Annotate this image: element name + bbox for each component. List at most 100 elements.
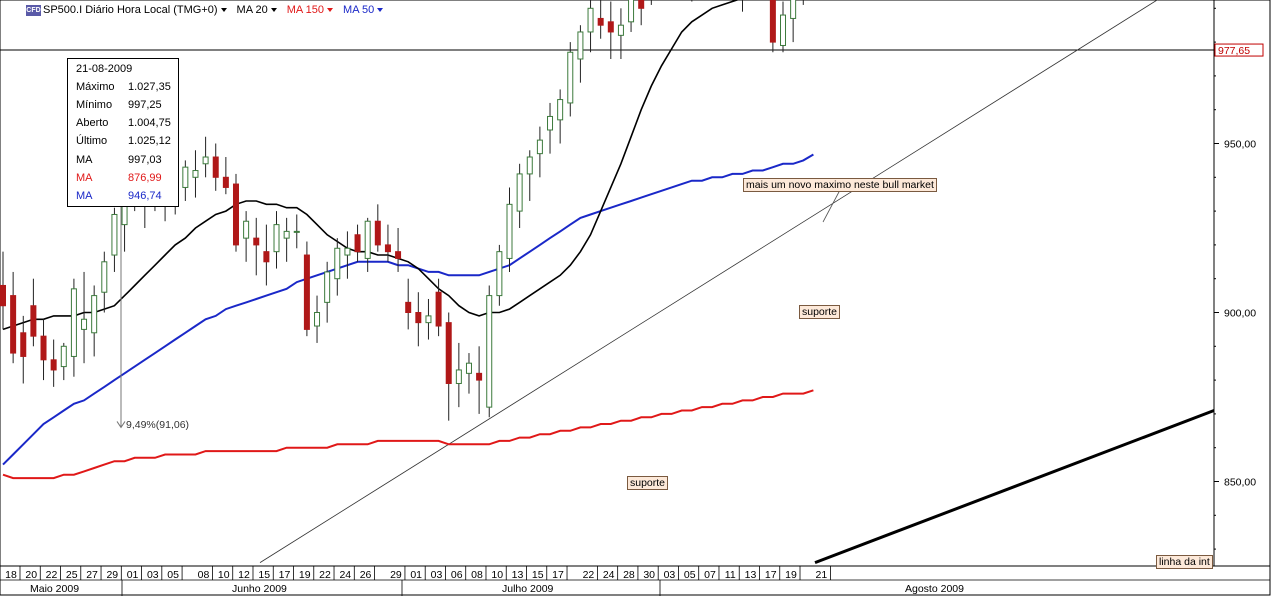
info-value: 946,74 (128, 190, 162, 202)
ma20-selector[interactable]: MA 20 (237, 4, 277, 16)
candle-body[interactable] (50, 359, 57, 371)
info-label: MA (76, 154, 93, 166)
candle-body[interactable] (40, 335, 47, 361)
annotation-trendline[interactable]: linha da int (1156, 555, 1213, 569)
candle-body[interactable] (526, 156, 533, 175)
chevron-down-icon (270, 8, 277, 12)
candle-body[interactable] (212, 156, 219, 178)
candle-body[interactable] (0, 284, 6, 307)
candle-body[interactable] (628, 0, 635, 23)
candle-body[interactable] (587, 7, 594, 33)
chevron-down-icon (220, 8, 227, 12)
ma50-selector[interactable]: MA 50 (343, 4, 384, 16)
candle-body[interactable] (617, 24, 624, 36)
month-label: Junho 2009 (232, 583, 287, 595)
candle-body[interactable] (253, 237, 260, 246)
candle-body[interactable] (111, 213, 118, 256)
candle-body[interactable] (597, 17, 604, 26)
candle-body[interactable] (638, 0, 645, 9)
candle-body[interactable] (769, 0, 776, 43)
trendline-thin[interactable] (259, 0, 1214, 563)
candle-body[interactable] (445, 322, 452, 384)
candle-body[interactable] (455, 369, 462, 384)
x-tick-label: 13 (512, 569, 524, 581)
ohlc-info-box: 21-08-2009 Máximo 1.027,35 Mínimo 997,25… (67, 58, 179, 207)
support-price-tag: 977,65 (1218, 45, 1250, 57)
candle-body[interactable] (486, 295, 493, 408)
candle-body[interactable] (405, 301, 412, 313)
candle-body[interactable] (314, 312, 321, 327)
candle-body[interactable] (577, 31, 584, 60)
candle-body[interactable] (374, 220, 381, 246)
info-date: 21-08-2009 (76, 63, 133, 75)
candle-body[interactable] (547, 115, 554, 131)
candle-body[interactable] (273, 224, 280, 253)
candle-body[interactable] (222, 176, 229, 188)
chevron-down-icon (377, 8, 384, 12)
candle-body[interactable] (567, 51, 574, 104)
candle-body[interactable] (395, 251, 402, 259)
candle-body[interactable] (30, 305, 37, 337)
plot-area (0, 0, 1215, 567)
candle-body[interactable] (243, 220, 250, 239)
candle-body[interactable] (496, 251, 503, 297)
info-value: 1.027,35 (128, 81, 171, 93)
candle-body[interactable] (780, 14, 787, 46)
x-tick-label: 10 (218, 569, 230, 581)
candle-body[interactable] (293, 230, 300, 233)
y-tick-label: 950,00 (1224, 139, 1256, 151)
candle-body[interactable] (334, 247, 341, 280)
symbol-selector[interactable]: CFD SP500.I Diário Hora Local (TMG+0) (26, 4, 227, 16)
x-tick-label: 03 (147, 569, 159, 581)
annotation-support-lower[interactable]: suporte (627, 476, 669, 490)
x-tick-label: 08 (198, 569, 210, 581)
candle-body[interactable] (344, 247, 351, 256)
annotation-new-high[interactable]: mais um novo maximo neste bull market (743, 178, 937, 192)
candle-body[interactable] (202, 156, 209, 165)
candle-body[interactable] (324, 271, 331, 303)
candle-body[interactable] (435, 291, 442, 327)
candle-body[interactable] (283, 230, 290, 239)
candle-body[interactable] (790, 0, 797, 19)
x-tick-label: 05 (684, 569, 696, 581)
candle-body[interactable] (303, 254, 310, 330)
candle-body[interactable] (101, 261, 108, 293)
candle-body[interactable] (182, 166, 189, 188)
candle-body[interactable] (476, 372, 483, 381)
candle-body[interactable] (20, 332, 27, 357)
candle-body[interactable] (232, 183, 239, 246)
month-label: Maio 2009 (30, 583, 79, 595)
candle-body[interactable] (384, 244, 391, 253)
trendline-bold[interactable] (814, 409, 1215, 565)
candle-body[interactable] (516, 173, 523, 212)
x-tick-label: 12 (238, 569, 250, 581)
ma150-label: MA 150 (286, 4, 325, 16)
candle-body[interactable] (10, 295, 17, 354)
month-label: Julho 2009 (502, 583, 554, 595)
ma150-selector[interactable]: MA 150 (286, 4, 334, 16)
x-tick-label: 18 (5, 569, 17, 581)
x-tick-label: 10 (491, 569, 503, 581)
candle-body[interactable] (557, 99, 564, 121)
candle-body[interactable] (192, 170, 199, 178)
candle-body[interactable] (415, 312, 422, 324)
ma50-line (2, 153, 814, 466)
candle-body[interactable] (263, 251, 270, 263)
candle-body[interactable] (536, 139, 543, 155)
candle-body[interactable] (354, 234, 361, 253)
candle-body[interactable] (425, 315, 432, 324)
info-value: 997,03 (128, 154, 162, 166)
candle-body[interactable] (607, 21, 614, 33)
candle-body[interactable] (60, 345, 67, 368)
candle-body[interactable] (70, 288, 77, 357)
candle-body[interactable] (364, 220, 371, 259)
candle-body[interactable] (91, 295, 98, 334)
candle-body[interactable] (465, 362, 472, 374)
candle-body[interactable] (506, 203, 513, 259)
ma50-label: MA 50 (343, 4, 375, 16)
x-tick-label: 06 (451, 569, 463, 581)
candle-body[interactable] (81, 318, 88, 330)
annotation-support-upper[interactable]: suporte (799, 305, 841, 319)
x-tick-label: 01 (127, 569, 139, 581)
